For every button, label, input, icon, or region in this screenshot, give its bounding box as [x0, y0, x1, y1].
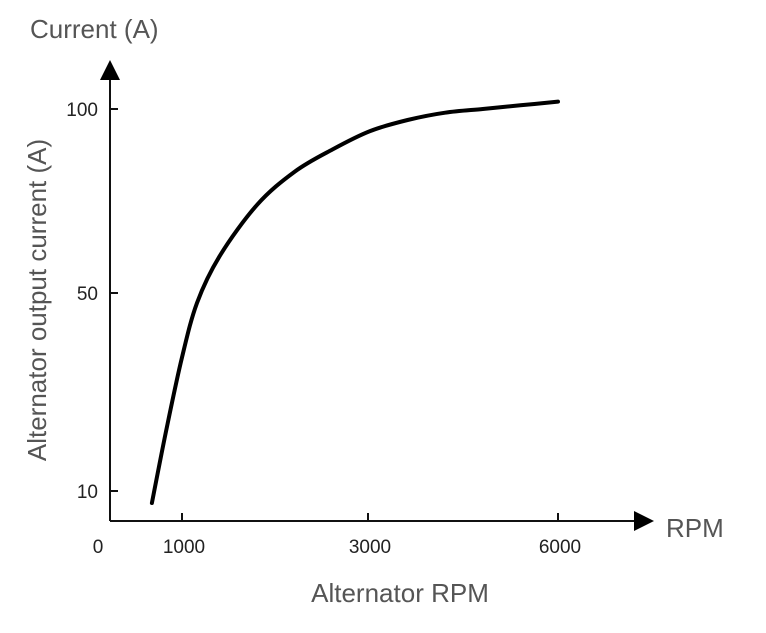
y-tick-label: 100: [66, 100, 98, 121]
y-axis-title: Alternator output current (A): [22, 139, 52, 461]
y-tick-label: 50: [77, 284, 98, 305]
origin-label: 0: [93, 537, 104, 558]
y-tick-label: 10: [77, 482, 98, 503]
x-tick-label: 3000: [349, 537, 391, 558]
x-axis-title: Alternator RPM: [311, 578, 489, 608]
y-axis-arrow-icon: [100, 60, 120, 80]
current-curve: [149, 99, 560, 505]
x-tick-label: 6000: [539, 537, 581, 558]
x-unit-label: RPM: [666, 513, 724, 543]
x-axis-arrow-icon: [634, 511, 654, 531]
y-unit-label: Current (A): [30, 14, 159, 44]
x-tick-label: 1000: [163, 537, 205, 558]
